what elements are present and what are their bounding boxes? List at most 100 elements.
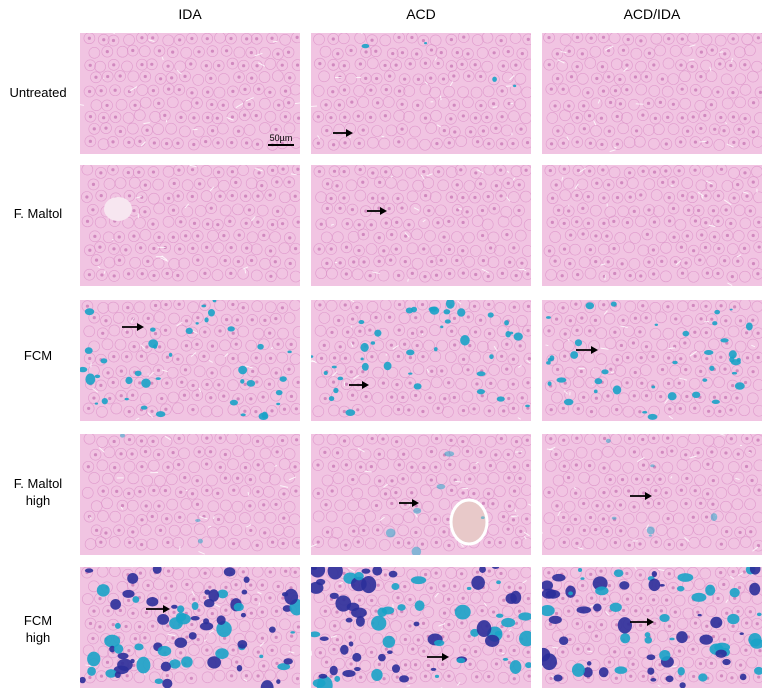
sinusoid [552, 646, 559, 649]
nucleus [506, 49, 510, 54]
iron-deposit [445, 300, 455, 309]
hepatocyte [259, 471, 271, 484]
hepatocyte [214, 300, 226, 312]
nucleus [574, 491, 578, 495]
hepatocyte [520, 190, 531, 203]
nucleus [693, 219, 698, 223]
hepatocyte [545, 83, 558, 95]
sinusoid [542, 531, 544, 534]
nucleus [601, 35, 606, 39]
nucleus [335, 610, 339, 614]
nucleus [719, 674, 724, 678]
sinusoid [176, 69, 182, 75]
hepatocyte [752, 136, 762, 148]
micrograph-panel [80, 567, 300, 688]
iron-deposit [542, 580, 554, 591]
iron-deposit [609, 602, 622, 612]
nucleus [555, 504, 559, 508]
sinusoid [330, 635, 338, 638]
hepatocyte [279, 567, 292, 577]
hepatocyte [747, 338, 759, 351]
iron-deposit [574, 339, 583, 347]
sinusoid [379, 516, 385, 522]
nucleus [680, 271, 685, 275]
nucleus [743, 117, 747, 121]
sinusoid [726, 143, 734, 148]
hepatocyte [650, 33, 663, 45]
nucleus [633, 75, 638, 79]
hepatocyte [431, 137, 443, 150]
iron-deposit [610, 301, 617, 307]
hepatocyte [97, 645, 110, 658]
nucleus [699, 369, 703, 373]
nucleus [243, 194, 248, 198]
hepatocyte [669, 364, 681, 377]
nucleus [389, 343, 394, 347]
hepatocyte [399, 255, 412, 268]
hepatocyte [495, 34, 507, 47]
iron-deposit [443, 309, 451, 315]
hepatocyte [238, 620, 251, 632]
nucleus [447, 623, 451, 627]
arrow-head-icon [380, 207, 387, 215]
nucleus [692, 674, 696, 679]
nucleus [589, 572, 593, 576]
nucleus [140, 518, 144, 522]
hepatocyte [744, 525, 757, 538]
nucleus [736, 259, 740, 263]
hepatocyte [608, 646, 621, 658]
hepatocyte [425, 44, 438, 56]
hepatocyte [283, 122, 296, 135]
nucleus [526, 37, 530, 41]
nucleus [736, 183, 740, 187]
hepatocyte [662, 33, 675, 45]
nucleus [331, 464, 336, 468]
nucleus [205, 462, 209, 466]
hepatocyte [667, 73, 680, 85]
iron-deposit [711, 399, 720, 404]
hepatocyte [727, 33, 739, 45]
hepatocyte [226, 434, 238, 445]
nucleus [691, 115, 695, 119]
nucleus [575, 65, 579, 69]
nucleus [693, 140, 698, 144]
sinusoid [528, 503, 531, 506]
hepatocyte [622, 33, 635, 46]
hepatocyte [495, 138, 508, 150]
nucleus [178, 247, 182, 251]
nucleus [568, 262, 572, 266]
hepatocyte [186, 487, 199, 500]
hepatocyte [250, 405, 262, 418]
hepatocyte [610, 434, 622, 445]
nucleus [368, 328, 372, 332]
nucleus [575, 116, 579, 120]
hepatocyte [166, 46, 179, 58]
nucleus [730, 676, 734, 680]
hepatocyte [469, 58, 482, 71]
nucleus [685, 476, 689, 481]
nucleus [275, 180, 279, 184]
nucleus [268, 356, 273, 360]
hepatocyte [213, 669, 226, 682]
sinusoid [426, 368, 430, 373]
nucleus [127, 410, 131, 414]
nucleus [654, 489, 658, 493]
nucleus [358, 329, 362, 333]
hepatocyte [199, 300, 211, 311]
hepatocyte [740, 536, 752, 548]
hepatocyte [409, 389, 422, 402]
hepatocyte [747, 257, 760, 270]
nucleus [260, 636, 264, 640]
hepatocyte [676, 300, 689, 313]
hepatocyte [508, 301, 521, 314]
nucleus [442, 129, 446, 133]
nucleus [210, 102, 214, 107]
hepatocyte [598, 643, 610, 656]
hepatocyte [417, 165, 430, 178]
nucleus [357, 223, 361, 227]
sinusoid [725, 122, 728, 125]
hepatocyte [214, 536, 226, 549]
hepatocyte [219, 339, 231, 352]
hepatocyte [313, 243, 326, 255]
nucleus [744, 331, 749, 335]
